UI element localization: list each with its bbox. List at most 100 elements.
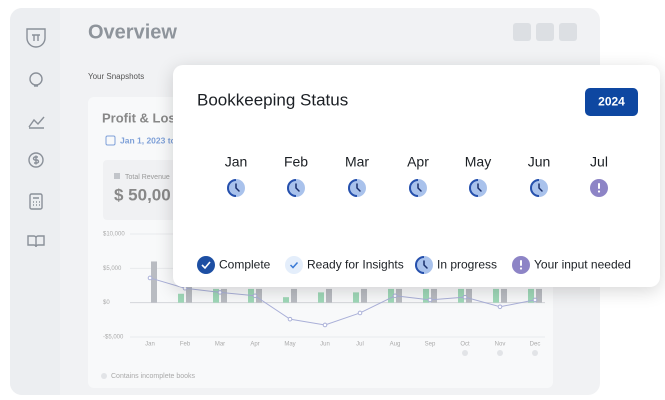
- section-label: Your Snapshots: [88, 72, 144, 81]
- status-icon: [469, 179, 487, 197]
- chart-note: Contains incomplete books: [111, 373, 196, 380]
- x-tick-label: Aug: [390, 342, 401, 348]
- icon-circle: [285, 256, 303, 274]
- legend-label: Ready for Insights: [307, 258, 404, 272]
- incomplete-marker: [462, 350, 468, 356]
- icon-hands: [295, 183, 300, 192]
- logo-icon[interactable]: [26, 28, 46, 48]
- revenue-label: Total Revenue: [125, 174, 170, 181]
- calendar-icon: [105, 135, 116, 146]
- x-tick-label: Oct: [460, 342, 470, 348]
- icon-hands: [477, 183, 482, 192]
- status-icon: [197, 256, 215, 274]
- revenue-box: [103, 160, 183, 220]
- y-tick-label: $5,000: [103, 266, 122, 272]
- toolbar-button[interactable]: [559, 23, 577, 41]
- bar: [501, 288, 507, 303]
- insights-icon[interactable]: [29, 72, 43, 86]
- icon-check: [289, 261, 299, 269]
- page-title: Overview: [88, 21, 177, 43]
- month-label: Jan: [225, 154, 248, 170]
- reports-icon[interactable]: [28, 116, 45, 129]
- bar: [361, 288, 367, 303]
- month-label: Mar: [345, 154, 369, 170]
- bar: [318, 292, 324, 303]
- icon-check: [201, 261, 211, 270]
- bar: [213, 288, 219, 303]
- bar: [178, 293, 184, 303]
- status-icon: [590, 179, 608, 197]
- y-tick-label: $10,000: [103, 232, 125, 238]
- bar: [326, 288, 332, 303]
- toolbar-button[interactable]: [536, 23, 554, 41]
- icon-arc: [415, 256, 425, 274]
- incomplete-marker: [532, 350, 538, 356]
- status-icon: [415, 256, 433, 274]
- bar: [256, 288, 262, 303]
- bar: [151, 261, 157, 303]
- icon-arc: [227, 179, 237, 197]
- calculator-icon[interactable]: [29, 193, 43, 210]
- month-label: Feb: [284, 154, 308, 170]
- book-icon[interactable]: [27, 235, 45, 248]
- status-icon: [285, 256, 303, 274]
- card-title: Profit & Loss: [102, 110, 183, 125]
- x-tick-label: Jul: [356, 342, 364, 348]
- bar: [186, 282, 192, 303]
- x-tick-label: Apr: [250, 342, 259, 348]
- line-point: [462, 294, 468, 300]
- line-point: [357, 310, 363, 316]
- x-tick-label: Mar: [215, 342, 225, 348]
- y-tick-label: -$5,000: [103, 335, 124, 341]
- icon-hands: [417, 183, 422, 192]
- bar: [458, 288, 464, 303]
- status-icon: [227, 179, 245, 197]
- logo-glyph: [32, 34, 40, 41]
- month-label: May: [465, 154, 491, 170]
- line-point: [532, 297, 538, 303]
- month-label: Apr: [407, 154, 429, 170]
- bar: [423, 288, 429, 303]
- line: [149, 277, 536, 326]
- incomplete-marker: [101, 373, 107, 379]
- icon-arc: [287, 179, 297, 197]
- year-label: 2024: [598, 95, 625, 109]
- status-icon: [512, 256, 530, 274]
- year-badge[interactable]: [585, 88, 638, 116]
- money-icon[interactable]: [28, 152, 44, 168]
- revenue-swatch: [114, 173, 120, 179]
- icon-bang: [520, 260, 522, 266]
- calculator-keys: [33, 197, 40, 206]
- line-point: [497, 304, 503, 310]
- icon-bang: [598, 183, 600, 189]
- bookkeeping-status: Bookkeeping Status 2024 Jan Feb Mar Apr May J…: [197, 88, 638, 274]
- bar: [221, 288, 227, 303]
- line-point: [147, 275, 153, 281]
- legend-label: Your input needed: [534, 258, 631, 272]
- icon-hands: [356, 183, 361, 192]
- icon-arc: [409, 179, 419, 197]
- line-point: [252, 293, 258, 299]
- icon-arc: [469, 179, 479, 197]
- line-point: [322, 322, 328, 328]
- incomplete-marker: [497, 350, 503, 356]
- bar: [536, 288, 542, 303]
- status-icon: [348, 179, 366, 197]
- icon-arc: [348, 179, 358, 197]
- y-tick-label: $0: [103, 300, 110, 306]
- date-range[interactable]: Jan 1, 2023 to: [120, 135, 176, 145]
- sidebar: [10, 8, 60, 395]
- icon-hands: [235, 183, 240, 192]
- x-tick-label: Jun: [320, 342, 330, 348]
- line-point: [392, 293, 398, 299]
- x-tick-label: Sep: [425, 342, 436, 348]
- bar: [493, 288, 499, 303]
- x-tick-label: Jan: [145, 342, 155, 348]
- legend-label: Complete: [219, 258, 271, 272]
- line-point: [287, 316, 293, 322]
- sidebar-icons: [26, 28, 46, 248]
- x-tick-label: May: [284, 342, 295, 348]
- bar: [431, 288, 437, 303]
- toolbar-button[interactable]: [513, 23, 531, 41]
